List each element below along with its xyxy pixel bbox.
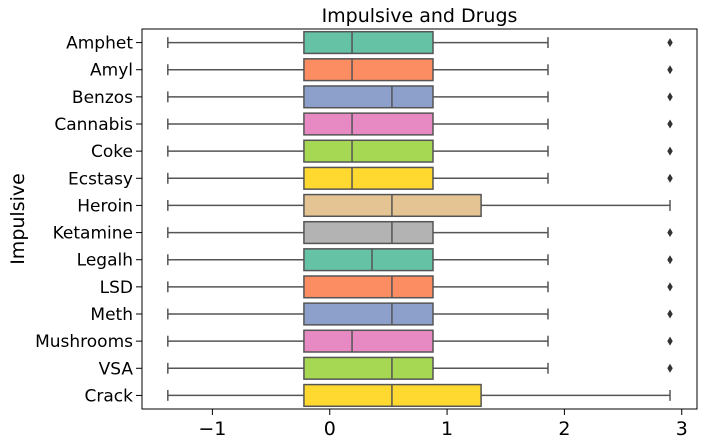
x-tick-label: 1 [441,418,453,440]
outlier-point [667,92,673,102]
box [303,139,434,163]
box [303,275,434,299]
y-tick-label: Mushrooms [35,332,133,352]
box [303,30,434,55]
x-tick-label: 0 [324,418,336,440]
y-tick-label: Legalh [77,251,133,271]
y-tick-label: Ecstasy [68,169,133,189]
box-group-legalh [167,248,673,272]
plot-area: Amphet Amyl Benzos Cannabis Coke Ecstasy Heroi… [35,28,698,440]
box-group-amyl [167,58,673,82]
box-group-vsa [167,356,673,380]
box [303,85,434,109]
outlier-point [667,173,673,183]
box [303,329,434,353]
box [303,220,434,245]
y-tick-label: LSD [100,278,133,298]
box-group-meth [167,302,673,326]
y-tick-label: Crack [85,386,134,406]
box-group-heroin [167,193,671,218]
box-group-mushrooms [167,329,673,353]
y-axis-label: Impulsive [7,173,29,265]
box-group-ketamine [167,220,673,245]
box [303,248,434,272]
box-group-amphet [167,30,673,55]
box [303,356,434,380]
y-tick-label: Amphet [66,34,133,54]
outlier-point [667,255,673,265]
y-tick-label: Heroin [77,196,133,216]
y-tick-label: Coke [91,142,133,162]
y-tick-label: Meth [90,305,133,325]
box [303,112,434,136]
axes-frame [141,28,698,410]
outlier-point [667,336,673,346]
box [303,166,434,190]
box-group-lsd [167,275,673,299]
y-tick-label: Benzos [72,88,133,108]
box-group-coke [167,139,673,163]
x-tick-label: 3 [676,418,688,440]
box-group-crack [167,383,671,408]
outlier-point [667,228,673,238]
outlier-point [667,38,673,48]
outlier-point [667,119,673,129]
outlier-point [667,363,673,373]
chart-title: Impulsive and Drugs [322,5,518,27]
box-group-cannabis [167,112,673,136]
x-tick-label: −1 [198,418,226,440]
outlier-point [667,146,673,156]
box [303,302,434,326]
box [303,58,434,82]
y-tick-label: Amyl [90,61,133,81]
outlier-point [667,65,673,75]
outlier-point [667,282,673,292]
y-tick-label: Cannabis [54,115,133,135]
outlier-point [667,309,673,319]
x-tick-label: 2 [558,418,570,440]
y-tick-label: Ketamine [53,224,133,244]
box-group-ecstasy [167,166,673,190]
box-group-benzos [167,85,673,109]
y-tick-label: VSA [99,359,134,379]
